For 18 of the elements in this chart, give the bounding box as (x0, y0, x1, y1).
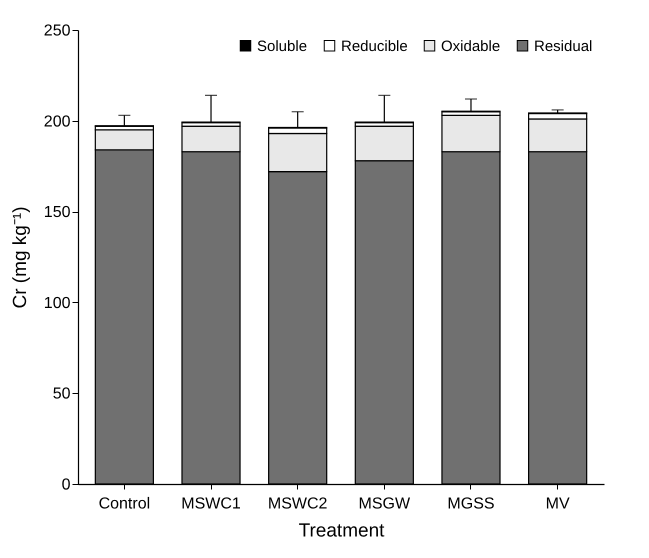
y-tick-label: 150 (44, 204, 71, 222)
x-tick-label: MSWC2 (268, 496, 328, 512)
legend-label: Residual (534, 38, 592, 55)
legend-label: Reducible (341, 38, 408, 55)
x-tick-label: Control (98, 496, 150, 512)
x-tick-label: MSGW (358, 496, 411, 512)
y-tick-label: 200 (44, 113, 71, 130)
legend-label: Soluble (257, 38, 308, 55)
x-tick-label: MGSS (447, 496, 495, 512)
y-axis-title: Cr (mg kg⁻¹) (10, 206, 31, 309)
x-tick-label: MV (546, 496, 570, 512)
x-axis-title: Treatment (298, 520, 386, 542)
x-tick-label: MSWC1 (181, 496, 241, 512)
y-tick-label: 0 (62, 476, 71, 494)
y-tick-label: 100 (44, 294, 71, 312)
legend-label: Oxidable (441, 38, 500, 55)
y-tick-label: 50 (52, 386, 71, 403)
y-tick-label: 250 (44, 22, 71, 40)
